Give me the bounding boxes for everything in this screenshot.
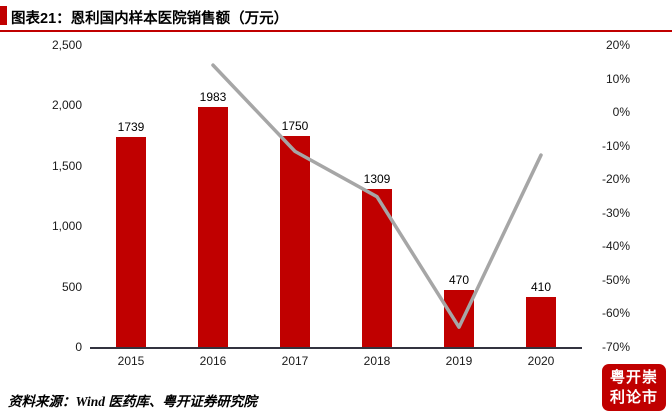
y-axis-left-tick: 2,500 bbox=[51, 38, 82, 52]
y-axis-right-tick: 20% bbox=[605, 38, 630, 52]
y-axis-right-tick: -30% bbox=[601, 205, 630, 220]
bar-value-label-2016: 1983 bbox=[199, 90, 227, 105]
chart-plot-area bbox=[90, 45, 582, 349]
title-accent-bar bbox=[0, 6, 7, 25]
bar-value-label-2015: 1739 bbox=[117, 119, 145, 134]
bar-value-label-2020: 410 bbox=[530, 280, 552, 295]
bar-value-label-2017: 1750 bbox=[281, 118, 309, 133]
brand-stamp-line2: 利论市 bbox=[609, 388, 658, 406]
bar-value-label-2018: 1309 bbox=[363, 171, 391, 186]
y-axis-right-tick: 0% bbox=[612, 105, 630, 120]
x-axis-tick-2015: 2015 bbox=[117, 354, 145, 368]
y-axis-left-tick: 2,000 bbox=[51, 98, 82, 113]
bar-2019 bbox=[444, 290, 474, 347]
x-axis-tick-2019: 2019 bbox=[445, 354, 473, 368]
x-axis-tick-2016: 2016 bbox=[199, 354, 227, 368]
y-axis-left-tick: 500 bbox=[61, 279, 82, 294]
x-axis-tick-2018: 2018 bbox=[363, 354, 391, 368]
growth-line bbox=[211, 63, 543, 329]
y-axis-left-tick: 1,000 bbox=[51, 219, 82, 234]
y-axis-right-tick: 10% bbox=[605, 71, 630, 86]
y-axis-right-tick: -60% bbox=[601, 306, 630, 321]
chart-title: 图表21：恩利国内样本医院销售额（万元） bbox=[11, 11, 289, 27]
x-axis-tick-2020: 2020 bbox=[527, 354, 555, 368]
brand-stamp-line1: 粤开崇 bbox=[609, 368, 658, 386]
y-axis-left-tick: 0 bbox=[75, 340, 82, 354]
y-axis-right-tick: -20% bbox=[601, 172, 630, 187]
bar-2016 bbox=[198, 107, 228, 347]
bar-2015 bbox=[116, 136, 146, 347]
x-axis-tick-2017: 2017 bbox=[281, 354, 309, 368]
bar-value-label-2019: 470 bbox=[448, 273, 470, 288]
bar-2017 bbox=[280, 135, 310, 347]
title-underline bbox=[0, 30, 672, 32]
y-axis-right-tick: -50% bbox=[601, 272, 630, 287]
y-axis-right-tick: -10% bbox=[601, 138, 630, 153]
y-axis-right-tick: -70% bbox=[601, 340, 630, 354]
growth-line-chart bbox=[211, 63, 543, 329]
brand-stamp: 粤开崇 利论市 bbox=[602, 364, 666, 411]
source-note: 资料来源：Wind 医药库、粤开证券研究院 bbox=[8, 394, 257, 409]
bar-2020 bbox=[526, 297, 556, 347]
y-axis-right-tick: -40% bbox=[601, 239, 630, 254]
y-axis-left-tick: 1,500 bbox=[51, 158, 82, 173]
